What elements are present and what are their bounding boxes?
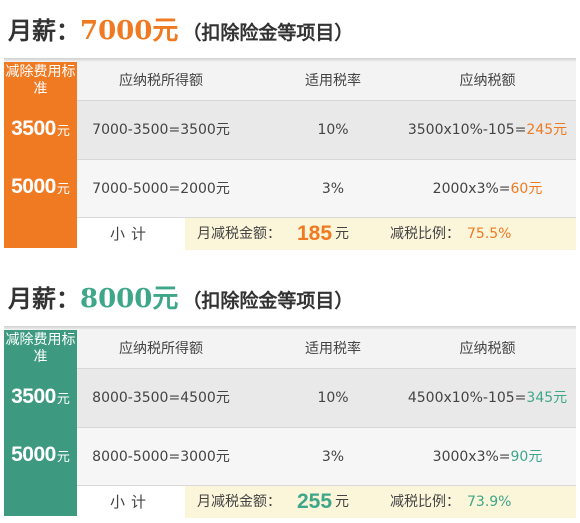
standard-cell: 5000元 [11, 175, 70, 198]
subtotal-summary: 月减税金额： 255 元 减税比例： 73.9% [185, 485, 576, 518]
header-income: 应纳税所得额 [119, 73, 203, 89]
reduction-label: 月减税金额： [197, 226, 281, 242]
standard-header: 减除费用标准 [5, 332, 76, 365]
table-row: 7000-3500=3500元 10% 3500x10%-105=245元 [77, 101, 576, 159]
income-cell: 8000-3500=4500元 [92, 390, 230, 406]
table-header: 应纳税所得额 适用税率 应纳税额 [77, 330, 576, 369]
table-row: 8000-5000=3000元 3% 3000x3%=90元 [77, 427, 576, 486]
header-income: 应纳税所得额 [119, 341, 203, 357]
reduction-label: 月减税金额： [197, 494, 281, 510]
ratio-label: 减税比例： [390, 226, 460, 242]
header-tax: 应纳税额 [459, 73, 516, 89]
subtotal-label: 小计 [77, 217, 185, 250]
subtotal-summary: 月减税金额： 185 元 减税比例： 75.5% [185, 217, 576, 250]
header-rate: 适用税率 [305, 73, 361, 89]
rate-cell: 3% [321, 181, 345, 197]
divider [4, 58, 576, 62]
income-cell: 7000-5000=2000元 [92, 181, 230, 197]
title-prefix: 月薪： [8, 284, 80, 313]
standard-column: 减除费用标准 3500元 5000元 [4, 330, 77, 516]
title-salary: 7000元 [80, 16, 179, 46]
subtotal-label: 小计 [77, 485, 185, 518]
tax-cell: 3500x10%-105=245元 [407, 122, 568, 138]
standard-cell: 3500元 [11, 117, 70, 140]
ratio-value: 73.9% [467, 494, 512, 510]
ratio-label: 减税比例： [390, 494, 460, 510]
standard-cell: 3500元 [11, 385, 70, 408]
reduction-unit: 元 [335, 494, 349, 510]
reduction-amount: 255 [297, 490, 333, 513]
title-note: （扣除险金等项目） [182, 22, 354, 44]
tax-cell: 4500x10%-105=345元 [407, 390, 568, 406]
title-salary: 8000元 [80, 284, 179, 314]
section-title: 月薪：7000元 （扣除险金等项目） [8, 10, 353, 52]
rate-cell: 3% [321, 449, 345, 465]
tax-cell: 3000x3%=90元 [432, 449, 543, 465]
ratio-value: 75.5% [467, 226, 512, 242]
title-note: （扣除险金等项目） [182, 290, 354, 312]
rate-cell: 10% [317, 390, 349, 406]
divider [4, 326, 576, 330]
standard-header: 减除费用标准 [5, 64, 76, 97]
header-rate: 适用税率 [305, 341, 361, 357]
reduction-amount: 185 [297, 222, 333, 245]
header-tax: 应纳税额 [459, 341, 516, 357]
tax-table: 减除费用标准 3500元 5000元 应纳税所得额 适用税率 应纳税额 8000… [4, 330, 576, 518]
income-cell: 7000-3500=3500元 [92, 122, 230, 138]
table-row: 8000-3500=4500元 10% 4500x10%-105=345元 [77, 369, 576, 427]
income-cell: 8000-5000=3000元 [92, 449, 230, 465]
table-header: 应纳税所得额 适用税率 应纳税额 [77, 62, 576, 101]
standard-column: 减除费用标准 3500元 5000元 [4, 62, 77, 248]
standard-cell: 5000元 [11, 443, 70, 466]
rate-cell: 10% [317, 122, 349, 138]
title-prefix: 月薪： [8, 16, 80, 45]
reduction-unit: 元 [335, 226, 349, 242]
tax-cell: 2000x3%=60元 [432, 181, 543, 197]
section-title: 月薪：8000元 （扣除险金等项目） [8, 278, 353, 320]
tax-table: 减除费用标准 3500元 5000元 应纳税所得额 适用税率 应纳税额 7000… [4, 62, 576, 250]
table-row: 7000-5000=2000元 3% 2000x3%=60元 [77, 159, 576, 218]
